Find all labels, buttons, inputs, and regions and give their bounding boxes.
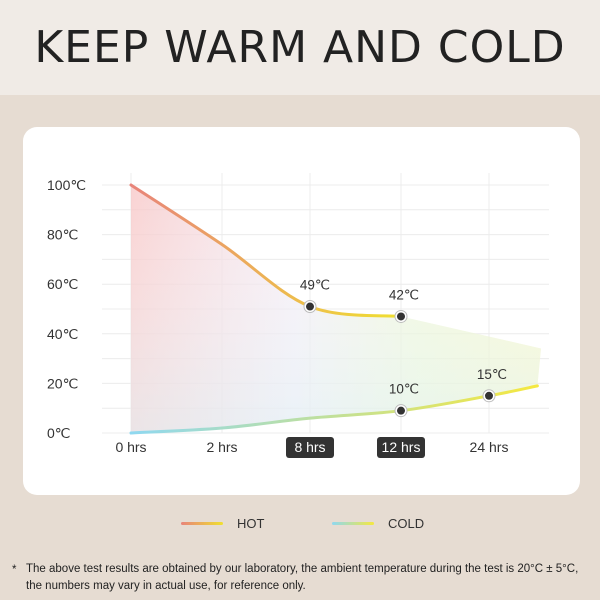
data-label: 10℃ bbox=[389, 382, 419, 397]
x-tick-label: 12 hrs bbox=[382, 439, 421, 455]
legend-hot-label: HOT bbox=[237, 516, 265, 531]
data-label: 42℃ bbox=[389, 287, 419, 302]
y-tick-label: 100℃ bbox=[47, 177, 86, 193]
x-tick-badge bbox=[377, 437, 425, 458]
page-title: KEEP WARM AND COLD bbox=[34, 22, 566, 73]
data-point bbox=[306, 302, 314, 311]
x-tick-label: 2 hrs bbox=[206, 439, 237, 455]
x-tick-label: 8 hrs bbox=[294, 439, 325, 455]
x-tick-badge bbox=[286, 437, 334, 458]
header-divider bbox=[0, 95, 600, 110]
x-tick-label: 0 hrs bbox=[115, 439, 146, 455]
y-tick-label: 20℃ bbox=[47, 375, 78, 391]
footnote-marker: * bbox=[12, 564, 17, 576]
header-banner: KEEP WARM AND COLD bbox=[0, 0, 600, 95]
legend-item-hot: HOT bbox=[181, 516, 264, 531]
x-tick-label: 24 hrs bbox=[470, 439, 509, 455]
chart-card: 49℃ 42℃ 10℃ 15℃ 0℃ 20℃ 40℃ 60℃ 80℃ 100℃ 0 hrs 2 hrs… bbox=[23, 127, 580, 495]
data-point bbox=[397, 406, 405, 415]
hot-cold-area-shade bbox=[131, 185, 541, 433]
data-point bbox=[485, 391, 493, 400]
data-point bbox=[397, 312, 405, 321]
legend-cold-label: COLD bbox=[388, 516, 425, 531]
footnote: * The above test results are obtained by… bbox=[10, 561, 594, 595]
y-tick-label: 40℃ bbox=[47, 326, 78, 342]
data-label: 15℃ bbox=[477, 367, 507, 382]
chart-legend: HOT COLD bbox=[0, 516, 600, 536]
y-tick-label: 80℃ bbox=[47, 227, 78, 243]
cold-legend-swatch bbox=[332, 522, 374, 525]
temperature-chart: 49℃ 42℃ 10℃ 15℃ 0℃ 20℃ 40℃ 60℃ 80℃ 100℃ 0 hrs 2 hrs… bbox=[47, 173, 549, 458]
y-tick-label: 0℃ bbox=[47, 425, 71, 441]
hot-legend-swatch bbox=[181, 522, 223, 525]
y-tick-label: 60℃ bbox=[47, 276, 78, 292]
hot-series-line bbox=[129, 183, 403, 318]
data-label: 49℃ bbox=[300, 278, 330, 293]
legend-item-cold: COLD bbox=[332, 516, 424, 531]
footnote-text: The above test results are obtained by o… bbox=[26, 563, 579, 592]
